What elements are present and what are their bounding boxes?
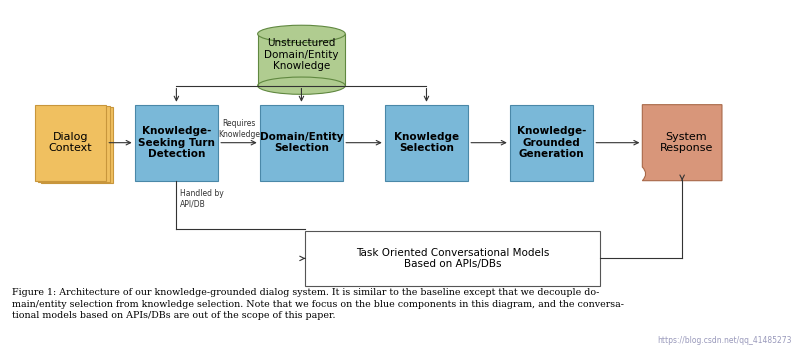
Text: Task Oriented Conversational Models
Based on APIs/DBs: Task Oriented Conversational Models Base… <box>356 247 549 269</box>
Text: Knowledge
Selection: Knowledge Selection <box>394 132 459 153</box>
Bar <box>135 105 218 181</box>
Text: Domain/Entity
Selection: Domain/Entity Selection <box>260 132 343 153</box>
Text: https://blog.csdn.net/qq_41485273: https://blog.csdn.net/qq_41485273 <box>657 336 792 345</box>
Bar <box>257 34 345 86</box>
Bar <box>306 231 600 286</box>
Bar <box>385 105 468 181</box>
Bar <box>38 106 110 182</box>
Text: System
Response: System Response <box>659 132 713 153</box>
Text: Unstructured
Domain/Entity
Knowledge: Unstructured Domain/Entity Knowledge <box>264 38 338 71</box>
Text: Handled by
API/DB: Handled by API/DB <box>180 189 224 208</box>
Bar <box>510 105 593 181</box>
Bar <box>34 105 107 181</box>
Text: Requires
Knowledge: Requires Knowledge <box>218 119 260 139</box>
Text: Knowledge-
Seeking Turn
Detection: Knowledge- Seeking Turn Detection <box>138 126 215 159</box>
Bar <box>260 105 343 181</box>
Ellipse shape <box>257 77 345 94</box>
Ellipse shape <box>257 25 345 42</box>
Bar <box>41 107 113 184</box>
PathPatch shape <box>642 105 722 181</box>
Text: Figure 1: Architecture of our knowledge-grounded dialog system. It is similar to: Figure 1: Architecture of our knowledge-… <box>12 288 624 320</box>
Text: Knowledge-
Grounded
Generation: Knowledge- Grounded Generation <box>516 126 586 159</box>
Text: Dialog
Context: Dialog Context <box>49 132 92 153</box>
